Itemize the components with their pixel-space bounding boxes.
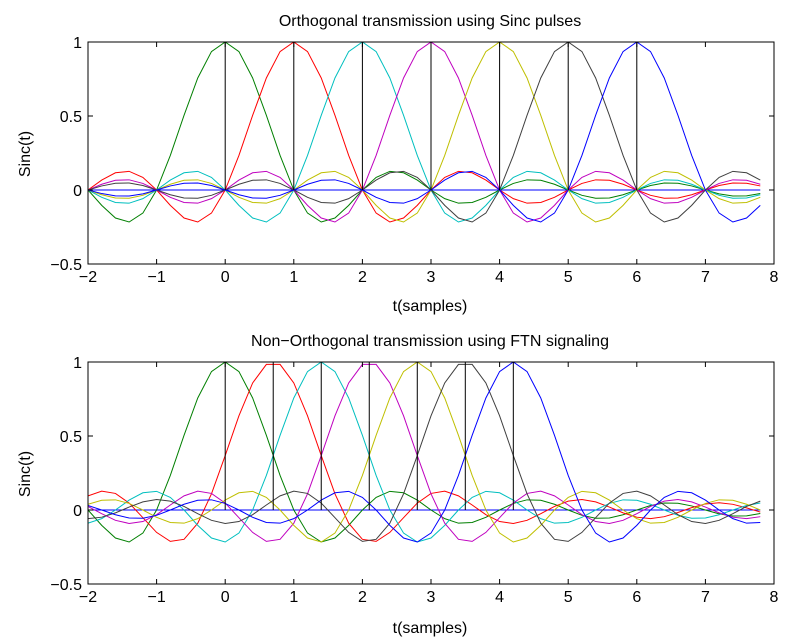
x-tick-label: 7 bbox=[701, 589, 710, 606]
x-tick-label: 0 bbox=[221, 589, 230, 606]
x-tick-label: 8 bbox=[770, 269, 779, 286]
y-tick-label: −0.5 bbox=[50, 577, 82, 594]
x-tick-label: 5 bbox=[564, 269, 573, 286]
y-tick-label: 0 bbox=[73, 183, 82, 200]
x-tick-label: −1 bbox=[147, 589, 165, 606]
y-tick-label: 1 bbox=[73, 355, 82, 372]
sinc-pulse-line-2 bbox=[88, 42, 761, 223]
sinc-pulse-line-7 bbox=[88, 42, 761, 223]
sinc-pulse-line-7 bbox=[88, 362, 761, 543]
x-tick-label: 0 bbox=[221, 269, 230, 286]
sinc-pulse-line-5 bbox=[88, 362, 761, 543]
sinc-pulse-line-1 bbox=[88, 42, 761, 223]
sinc-pulse-line-4 bbox=[88, 42, 761, 223]
x-tick-label: 5 bbox=[564, 589, 573, 606]
y-tick-label: 0 bbox=[73, 503, 82, 520]
y-tick-label: −0.5 bbox=[50, 257, 82, 274]
x-tick-label: 6 bbox=[632, 589, 641, 606]
x-tick-label: 8 bbox=[770, 589, 779, 606]
sinc-pulse-line-3 bbox=[88, 42, 761, 223]
axes-frame bbox=[87, 361, 775, 585]
x-tick-label: 2 bbox=[358, 589, 367, 606]
x-tick-label: 1 bbox=[289, 269, 298, 286]
y-tick-label: 0.5 bbox=[60, 429, 82, 446]
sinc-pulse-line-1 bbox=[88, 362, 761, 543]
chart-title: Orthogonal transmission using Sinc pulse… bbox=[279, 13, 581, 30]
sinc-pulse-line-6 bbox=[88, 363, 761, 542]
x-tick-label: 4 bbox=[495, 589, 504, 606]
plot-area bbox=[88, 362, 761, 543]
sinc-pulse-line-5 bbox=[88, 42, 761, 223]
y-axis-label: Sinc(t) bbox=[17, 131, 34, 177]
x-tick-label: 4 bbox=[495, 269, 504, 286]
x-axis-label: t(samples) bbox=[393, 620, 468, 637]
sinc-pulse-line-4 bbox=[88, 363, 761, 542]
y-tick-label: 0.5 bbox=[60, 109, 82, 126]
orthogonal-sinc-subplot: Orthogonal transmission using Sinc pulse… bbox=[17, 13, 779, 315]
x-tick-label: 6 bbox=[632, 269, 641, 286]
x-tick-label: 3 bbox=[427, 269, 436, 286]
x-tick-label: −1 bbox=[147, 269, 165, 286]
x-tick-label: 7 bbox=[701, 269, 710, 286]
sinc-pulse-line-6 bbox=[88, 42, 761, 223]
x-tick-label: 3 bbox=[427, 589, 436, 606]
ftn-signaling-subplot: Non−Orthogonal transmission using FTN si… bbox=[17, 333, 779, 637]
y-tick-label: 1 bbox=[73, 35, 82, 52]
x-tick-label: 2 bbox=[358, 269, 367, 286]
x-tick-label: −2 bbox=[79, 589, 97, 606]
sinc-pulse-line-3 bbox=[88, 362, 761, 543]
x-tick-label: 1 bbox=[289, 589, 298, 606]
y-axis-label: Sinc(t) bbox=[17, 451, 34, 497]
x-axis-label: t(samples) bbox=[393, 298, 468, 315]
sinc-pulse-line-2 bbox=[88, 363, 761, 542]
x-tick-label: −2 bbox=[79, 269, 97, 286]
chart-title: Non−Orthogonal transmission using FTN si… bbox=[251, 333, 609, 350]
plot-area bbox=[88, 42, 761, 223]
